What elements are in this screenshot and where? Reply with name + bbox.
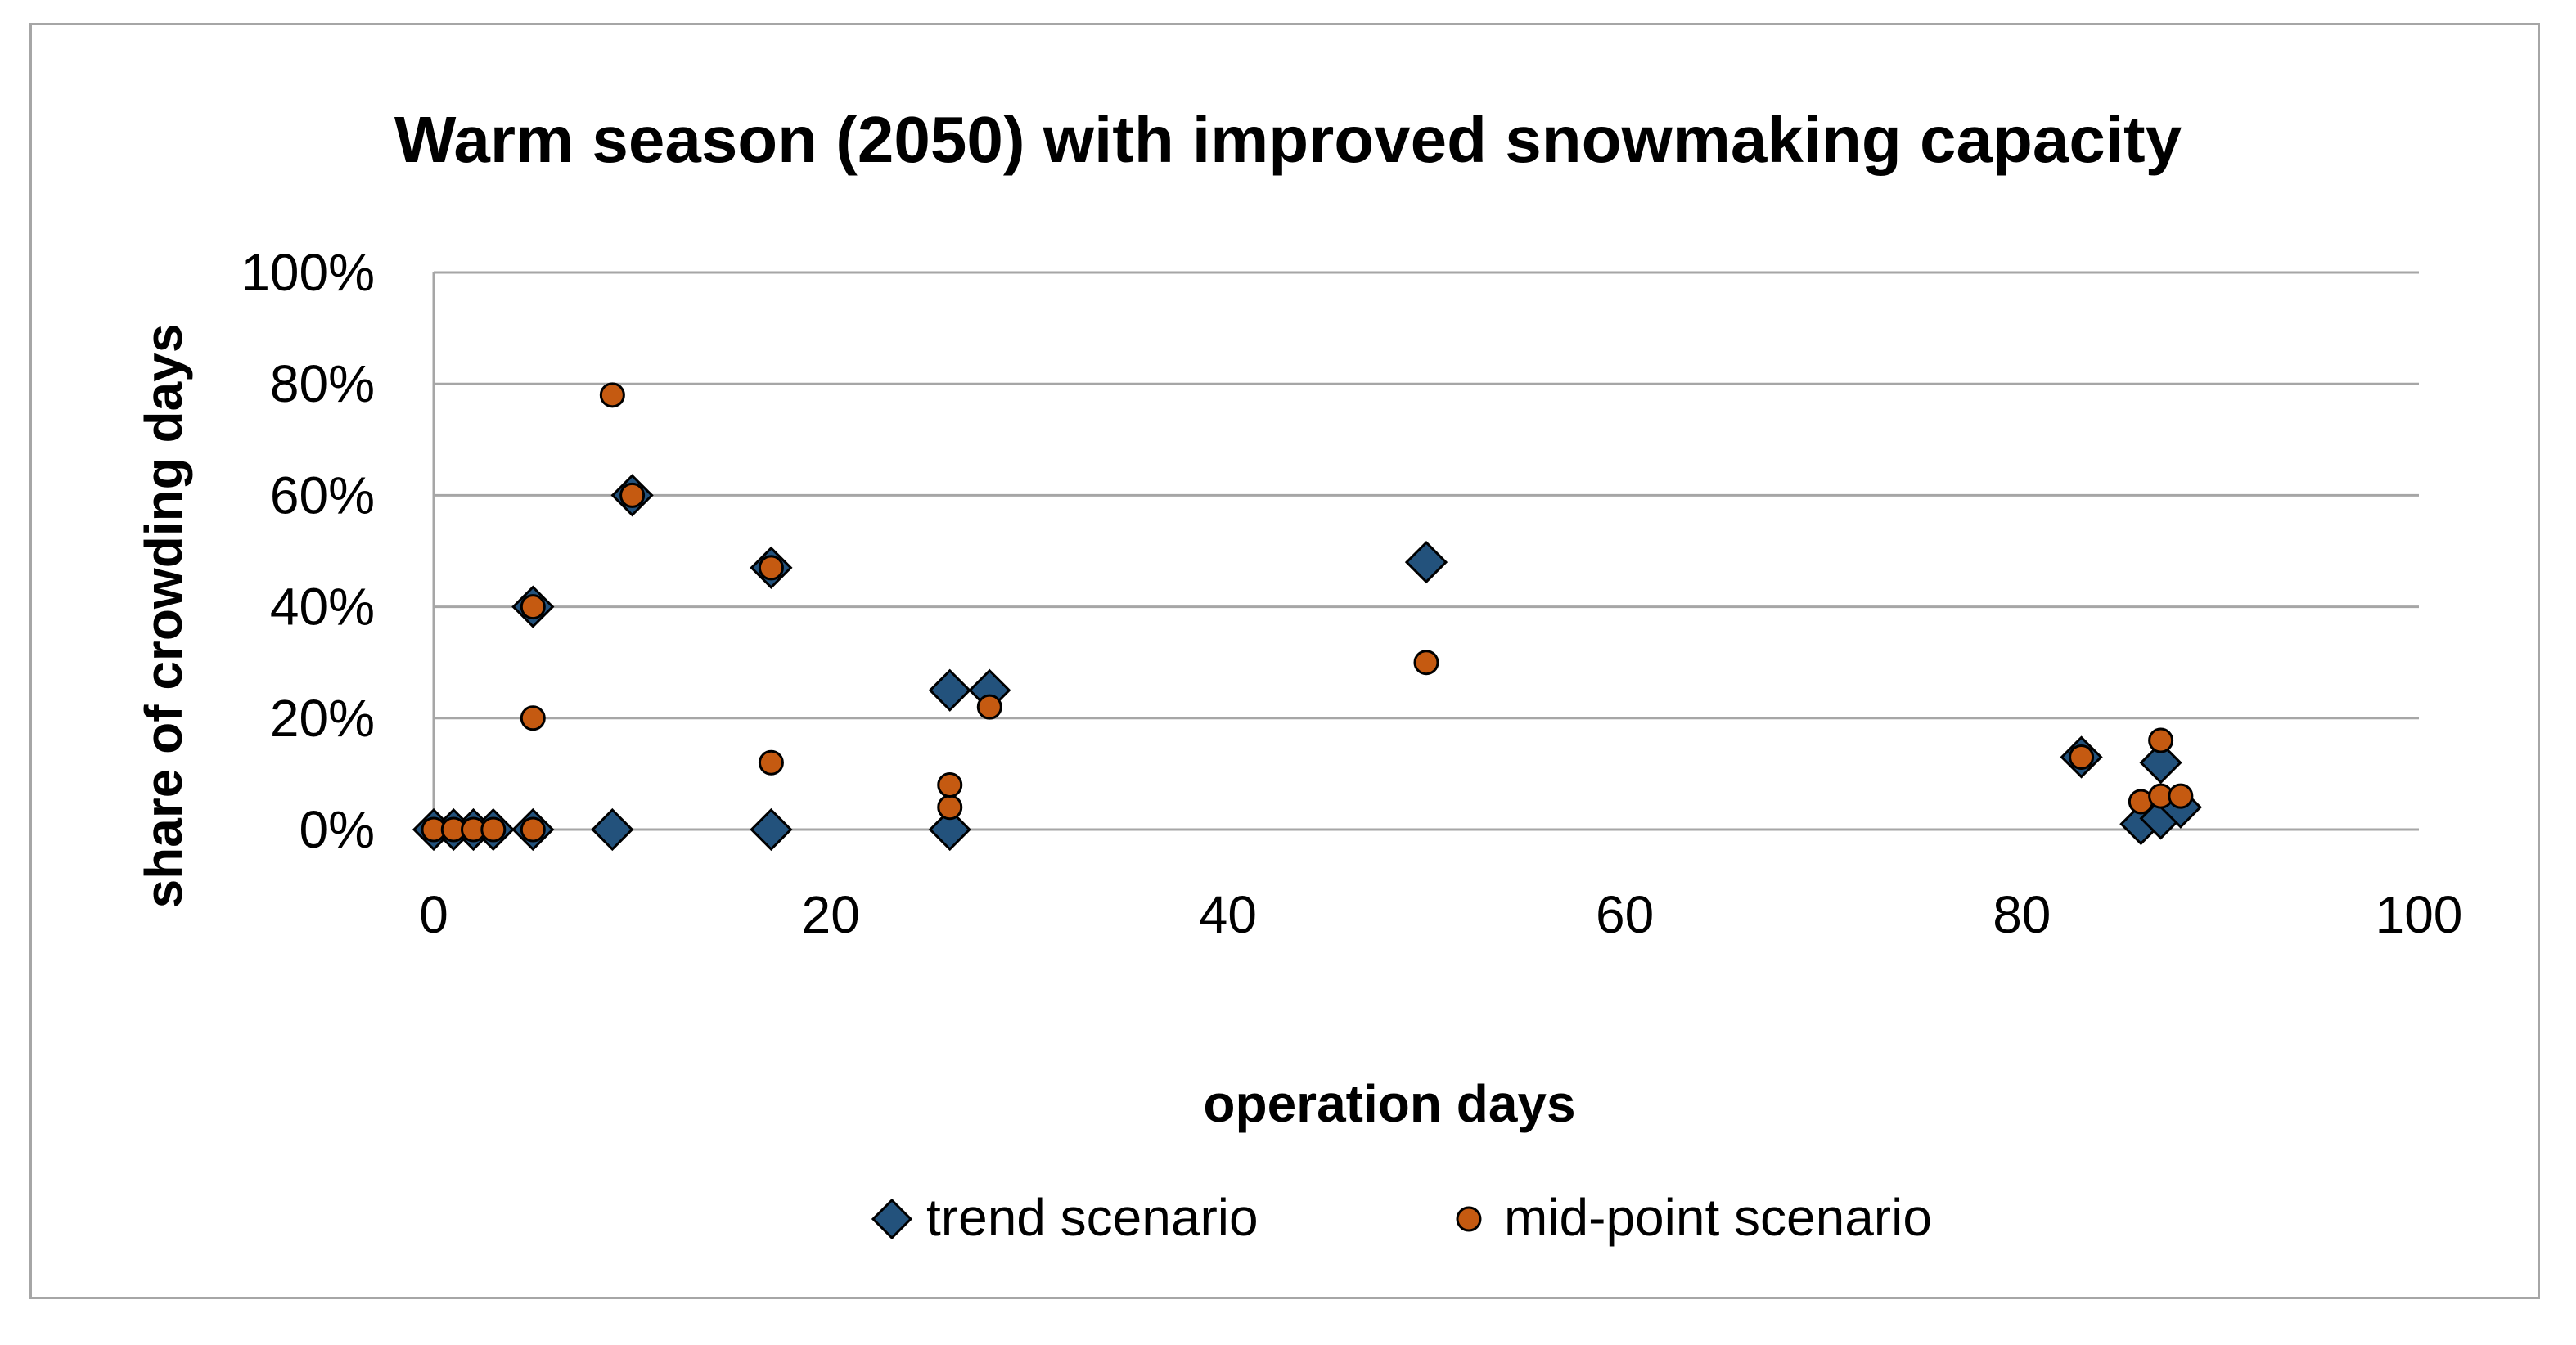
y-tick-labels: 0% 20% 40% 60% 80% 100%: [241, 243, 375, 859]
data-point-midpoint: [520, 816, 546, 843]
y-tick-label: 60%: [270, 466, 375, 524]
data-points: [412, 382, 2203, 852]
y-tick-label: 20%: [270, 689, 375, 748]
legend: trend scenario mid-point scenario: [871, 1188, 1932, 1247]
x-tick-labels: 0 20 40 60 80 100: [419, 885, 2462, 944]
data-point-trend: [2139, 741, 2182, 785]
chart-title: Warm season (2050) with improved snowmak…: [394, 103, 2182, 176]
data-point-trend: [928, 807, 971, 852]
data-point-midpoint: [480, 816, 507, 843]
legend-label-trend: trend scenario: [926, 1188, 1259, 1247]
data-point-midpoint: [976, 694, 1002, 720]
x-axis-title: operation days: [1203, 1074, 1575, 1133]
data-point-trend: [591, 807, 634, 852]
y-tick-label: 100%: [241, 243, 375, 302]
data-point-trend: [1404, 540, 1448, 584]
data-point-midpoint: [2148, 727, 2174, 753]
legend-marker-circle-icon: [1456, 1206, 1482, 1232]
x-tick-label: 100: [2376, 885, 2463, 944]
data-point-midpoint: [2069, 744, 2095, 770]
data-point-trend: [928, 668, 971, 712]
data-point-midpoint: [520, 594, 546, 620]
x-tick-label: 60: [1596, 885, 1654, 944]
x-tick-label: 40: [1199, 885, 1257, 944]
chart-frame: [29, 23, 2540, 1299]
data-point-midpoint: [937, 794, 963, 821]
x-tick-label: 0: [419, 885, 448, 944]
x-tick-label: 20: [802, 885, 860, 944]
legend-marker-diamond-icon: [871, 1198, 913, 1240]
x-tick-label: 80: [1993, 885, 2051, 944]
data-point-midpoint: [758, 555, 784, 581]
legend-label-midpoint: mid-point scenario: [1504, 1188, 1932, 1247]
y-tick-label: 80%: [270, 354, 375, 413]
data-point-midpoint: [599, 382, 625, 408]
data-point-midpoint: [1413, 650, 1439, 676]
legend-item-trend: trend scenario: [871, 1188, 1259, 1247]
data-point-trend: [750, 807, 793, 852]
data-point-midpoint: [2168, 783, 2194, 809]
y-axis-title: share of crowding days: [134, 324, 193, 909]
y-tick-label: 0%: [299, 800, 376, 859]
data-point-midpoint: [619, 482, 646, 508]
data-point-midpoint: [758, 749, 784, 776]
data-point-midpoint: [520, 705, 546, 731]
data-point-midpoint: [937, 772, 963, 798]
y-tick-label: 40%: [270, 578, 375, 637]
legend-item-midpoint: mid-point scenario: [1456, 1188, 1932, 1247]
